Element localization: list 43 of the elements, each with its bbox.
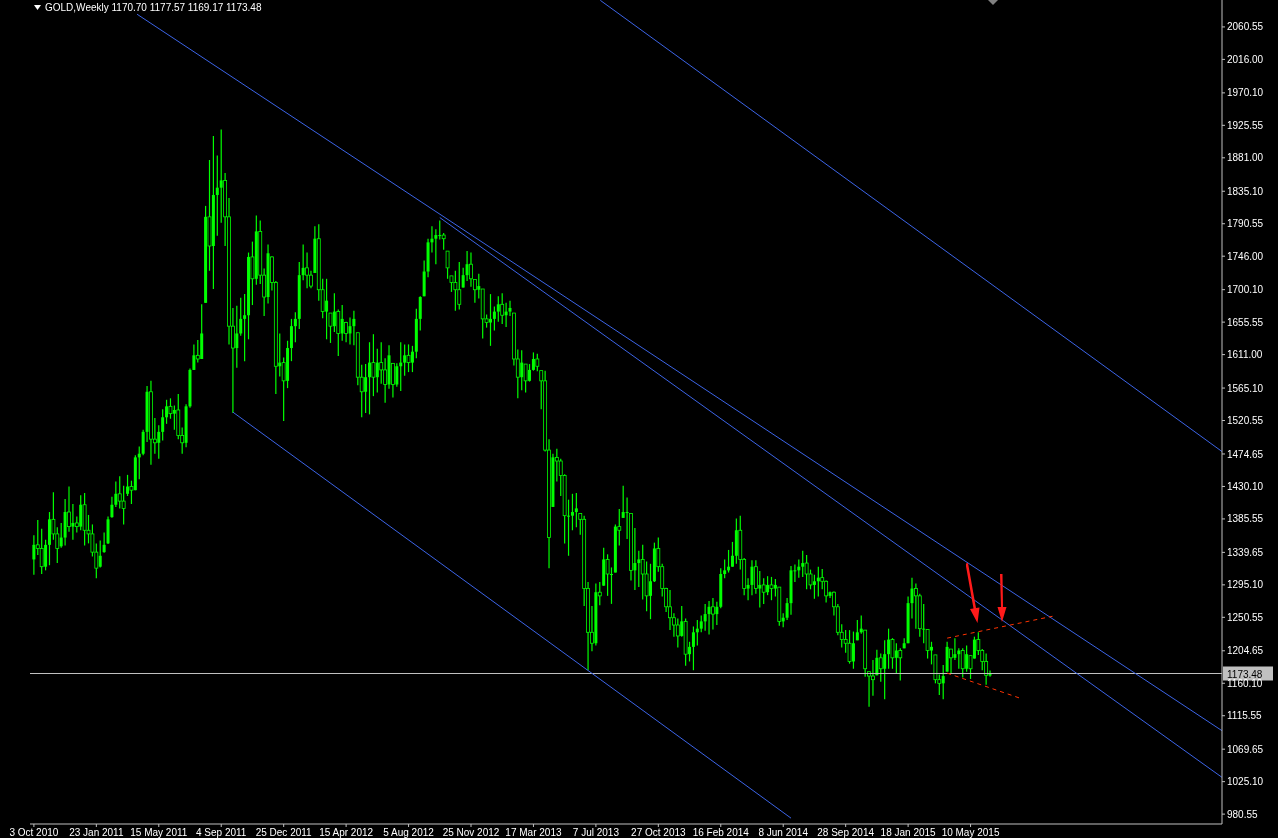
y-tick-label: 2016.00	[1227, 53, 1264, 65]
y-tick-label: 1250.55	[1227, 611, 1264, 623]
x-tick-label: 3 Oct 2010	[9, 827, 59, 838]
x-tick-label: 10 May 2015	[941, 827, 1000, 838]
x-tick-label: 4 Sep 2011	[196, 827, 247, 838]
y-tick-label: 1881.00	[1227, 152, 1264, 164]
y-tick-label: 1520.55	[1227, 415, 1264, 427]
chart-title: GOLD,Weekly 1170.70 1177.57 1169.17 1173.48	[45, 2, 262, 13]
y-tick-label: 1565.10	[1227, 382, 1264, 394]
y-tick-label: 1746.00	[1227, 250, 1264, 262]
y-tick-label: 1204.65	[1227, 645, 1264, 657]
x-tick-label: 5 Aug 2012	[383, 827, 435, 838]
ref-line-label: 1173.48	[1227, 668, 1263, 680]
y-tick-label: 1339.65	[1227, 546, 1264, 558]
y-tick-label: 1069.65	[1227, 743, 1264, 755]
x-tick-label: 17 Mar 2013	[505, 827, 562, 838]
y-tick-label: 1611.00	[1227, 349, 1263, 361]
x-tick-label: 8 Jun 2014	[758, 827, 809, 838]
y-tick-label: 1430.10	[1227, 481, 1264, 493]
x-tick-label: 27 Oct 2013	[631, 827, 687, 838]
y-tick-label: 1474.65	[1227, 448, 1264, 460]
y-tick-label: 1925.55	[1227, 119, 1264, 131]
y-tick-label: 1295.10	[1227, 579, 1264, 591]
y-tick-label: 1970.10	[1227, 87, 1264, 99]
y-tick-label: 1655.55	[1227, 316, 1264, 328]
y-tick-label: 1790.55	[1227, 218, 1264, 230]
x-tick-label: 25 Nov 2012	[442, 827, 500, 838]
x-tick-label: 28 Sep 2014	[817, 827, 875, 838]
y-tick-label: 2060.55	[1227, 21, 1264, 33]
x-tick-label: 7 Jul 2013	[572, 827, 620, 838]
y-tick-label: 1700.10	[1227, 284, 1264, 296]
y-tick-label: 1115.55	[1227, 710, 1263, 722]
x-tick-label: 15 May 2011	[130, 827, 188, 838]
y-tick-label: 1835.10	[1227, 185, 1264, 197]
x-tick-label: 23 Jan 2011	[69, 827, 124, 838]
y-tick-label: 1160.10	[1227, 677, 1263, 689]
x-tick-label: 16 Feb 2014	[692, 827, 750, 838]
y-tick-label: 1025.10	[1227, 776, 1264, 788]
x-tick-label: 15 Apr 2012	[319, 827, 374, 838]
x-tick-label: 18 Jan 2015	[880, 827, 937, 838]
y-tick-label: 1385.55	[1227, 513, 1264, 525]
x-tick-label: 25 Dec 2011	[255, 827, 313, 838]
y-tick-label: 980.55	[1227, 808, 1259, 820]
